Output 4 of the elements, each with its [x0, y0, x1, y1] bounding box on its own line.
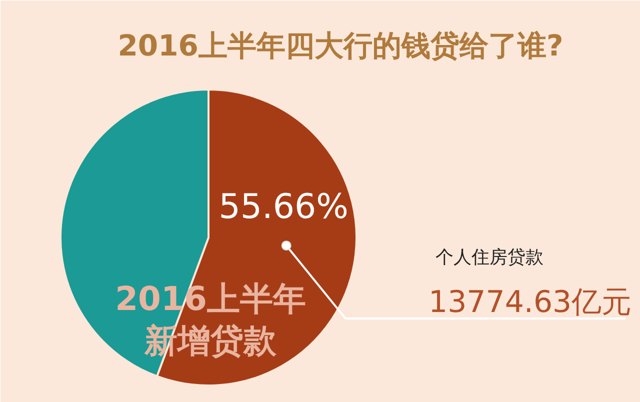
slice-label: 个人住房贷款 [436, 247, 544, 268]
chart-title: 2016上半年四大行的钱贷给了谁? [118, 28, 564, 62]
data-label: 55.66% [218, 186, 348, 227]
text: 13774.63亿元 [428, 285, 632, 320]
